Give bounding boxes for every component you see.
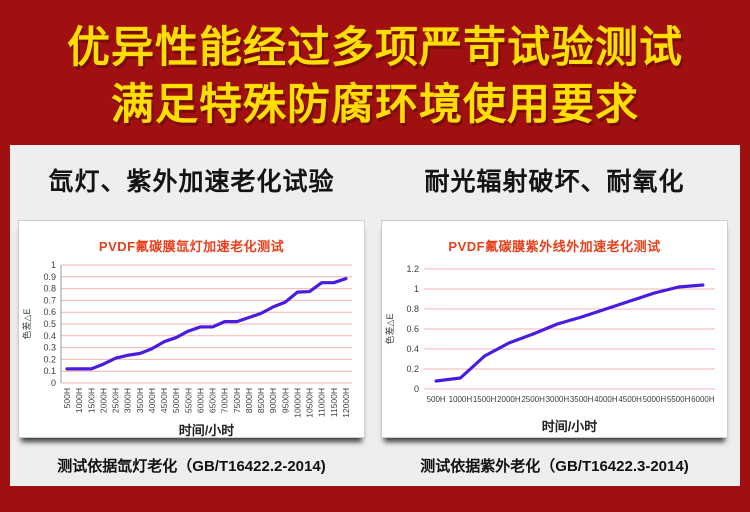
banner-line-2: 满足特殊防腐环境使用要求 bbox=[111, 80, 639, 129]
svg-text:0.8: 0.8 bbox=[43, 284, 56, 294]
svg-text:2000H: 2000H bbox=[497, 395, 521, 404]
left-heading-cell: 氙灯、紫外加速老化试验 bbox=[18, 162, 365, 198]
svg-text:色差△E: 色差△E bbox=[384, 314, 395, 345]
svg-text:0.6: 0.6 bbox=[43, 307, 56, 317]
svg-text:9500H: 9500H bbox=[280, 388, 290, 413]
svg-text:9000H: 9000H bbox=[268, 388, 278, 413]
svg-text:8500H: 8500H bbox=[256, 388, 266, 413]
svg-text:1: 1 bbox=[51, 260, 56, 270]
svg-text:1000H: 1000H bbox=[449, 395, 473, 404]
svg-text:7500H: 7500H bbox=[232, 388, 242, 413]
svg-text:6000H: 6000H bbox=[691, 395, 715, 404]
svg-text:3000H: 3000H bbox=[546, 395, 570, 404]
svg-text:10500H: 10500H bbox=[305, 388, 315, 418]
svg-text:4500H: 4500H bbox=[159, 388, 169, 413]
uv-chart-panel: PVDF氟碳膜紫外线外加速老化测试 0 0.2 0.4 0.6 0.8 1 1.2 500H 1… bbox=[381, 220, 728, 438]
svg-text:5500H: 5500H bbox=[667, 395, 691, 404]
svg-text:1500H: 1500H bbox=[473, 395, 497, 404]
xenon-standard-caption: 测试依据氙灯老化（GB/T16422.2-2014) bbox=[57, 458, 326, 475]
svg-text:1000H: 1000H bbox=[74, 388, 84, 413]
uv-chart-title: PVDF氟碳膜紫外线外加速老化测试 bbox=[448, 239, 661, 254]
banner-line-1: 优异性能经过多项严苛试验测试 bbox=[67, 23, 683, 72]
section-headings: 氙灯、紫外加速老化试验 耐光辐射破坏、耐氧化 bbox=[18, 145, 732, 198]
chart-captions: 测试依据氙灯老化（GB/T16422.2-2014) 测试依据紫外老化（GB/T… bbox=[18, 455, 732, 476]
right-heading-cell: 耐光辐射破坏、耐氧化 bbox=[381, 162, 728, 198]
radiation-oxidation-heading: 耐光辐射破坏、耐氧化 bbox=[424, 168, 685, 196]
svg-text:4000H: 4000H bbox=[594, 395, 618, 404]
svg-text:6000H: 6000H bbox=[195, 388, 205, 413]
uv-standard-caption: 测试依据紫外老化（GB/T16422.3-2014) bbox=[420, 458, 689, 475]
svg-text:3500H: 3500H bbox=[570, 395, 594, 404]
xenon-chart-panel: PVDF氟碳膜氙灯加速老化测试 0 0.1 0.2 0.3 0.4 0.5 0.6 0.7 0.… bbox=[18, 220, 365, 438]
content-area: 氙灯、紫外加速老化试验 耐光辐射破坏、耐氧化 PVDF氟碳膜氙灯加速老化测试 0… bbox=[10, 145, 740, 486]
svg-text:0.7: 0.7 bbox=[43, 295, 56, 305]
banner: 优异性能经过多项严苛试验测试 满足特殊防腐环境使用要求 bbox=[0, 0, 750, 145]
svg-text:0: 0 bbox=[414, 384, 419, 394]
svg-text:4000H: 4000H bbox=[147, 388, 157, 413]
xenon-uv-test-heading: 氙灯、紫外加速老化试验 bbox=[48, 168, 335, 196]
svg-text:5000H: 5000H bbox=[643, 395, 667, 404]
svg-text:11000H: 11000H bbox=[317, 388, 327, 417]
svg-text:时间/小时: 时间/小时 bbox=[542, 419, 598, 434]
svg-text:6500H: 6500H bbox=[208, 388, 218, 413]
svg-text:1: 1 bbox=[414, 284, 419, 294]
chart-panels: PVDF氟碳膜氙灯加速老化测试 0 0.1 0.2 0.3 0.4 0.5 0.6 0.7 0.… bbox=[18, 220, 732, 438]
svg-text:1.2: 1.2 bbox=[406, 264, 419, 274]
footer-red-bar bbox=[0, 486, 750, 512]
svg-text:0.3: 0.3 bbox=[43, 343, 56, 353]
svg-text:1500H: 1500H bbox=[86, 388, 96, 413]
svg-text:7000H: 7000H bbox=[220, 388, 230, 413]
svg-text:2500H: 2500H bbox=[111, 388, 121, 413]
xenon-caption-cell: 测试依据氙灯老化（GB/T16422.2-2014) bbox=[18, 455, 365, 476]
svg-text:0.4: 0.4 bbox=[406, 344, 419, 354]
svg-text:500H: 500H bbox=[427, 395, 446, 404]
xenon-chart-title: PVDF氟碳膜氙灯加速老化测试 bbox=[98, 239, 285, 254]
svg-text:时间/小时: 时间/小时 bbox=[179, 423, 235, 438]
svg-text:2000H: 2000H bbox=[98, 388, 108, 413]
svg-text:0.1: 0.1 bbox=[43, 366, 56, 376]
uv-caption-cell: 测试依据紫外老化（GB/T16422.3-2014) bbox=[381, 455, 728, 476]
svg-text:500H: 500H bbox=[62, 388, 72, 408]
svg-text:5000H: 5000H bbox=[171, 388, 181, 413]
svg-text:5500H: 5500H bbox=[183, 388, 193, 413]
uv-aging-chart: 0 0.2 0.4 0.6 0.8 1 1.2 500H 1000H 1500H 2000H 2500… bbox=[384, 264, 715, 434]
svg-text:0: 0 bbox=[51, 378, 56, 388]
svg-text:0.2: 0.2 bbox=[43, 354, 56, 364]
svg-text:11500H: 11500H bbox=[329, 388, 339, 417]
svg-text:0.2: 0.2 bbox=[406, 364, 419, 374]
svg-text:3000H: 3000H bbox=[123, 388, 133, 413]
svg-text:10000H: 10000H bbox=[292, 388, 302, 418]
svg-text:0.5: 0.5 bbox=[43, 319, 56, 329]
svg-text:3500H: 3500H bbox=[135, 388, 145, 413]
svg-text:0.9: 0.9 bbox=[43, 272, 56, 282]
svg-text:4500H: 4500H bbox=[618, 395, 642, 404]
svg-text:12000H: 12000H bbox=[341, 388, 351, 418]
svg-text:0.4: 0.4 bbox=[43, 331, 56, 341]
svg-text:0.6: 0.6 bbox=[406, 324, 419, 334]
svg-text:2500H: 2500H bbox=[521, 395, 545, 404]
svg-text:色差△E: 色差△E bbox=[21, 309, 32, 340]
svg-text:0.8: 0.8 bbox=[406, 304, 419, 314]
svg-text:8000H: 8000H bbox=[244, 388, 254, 413]
